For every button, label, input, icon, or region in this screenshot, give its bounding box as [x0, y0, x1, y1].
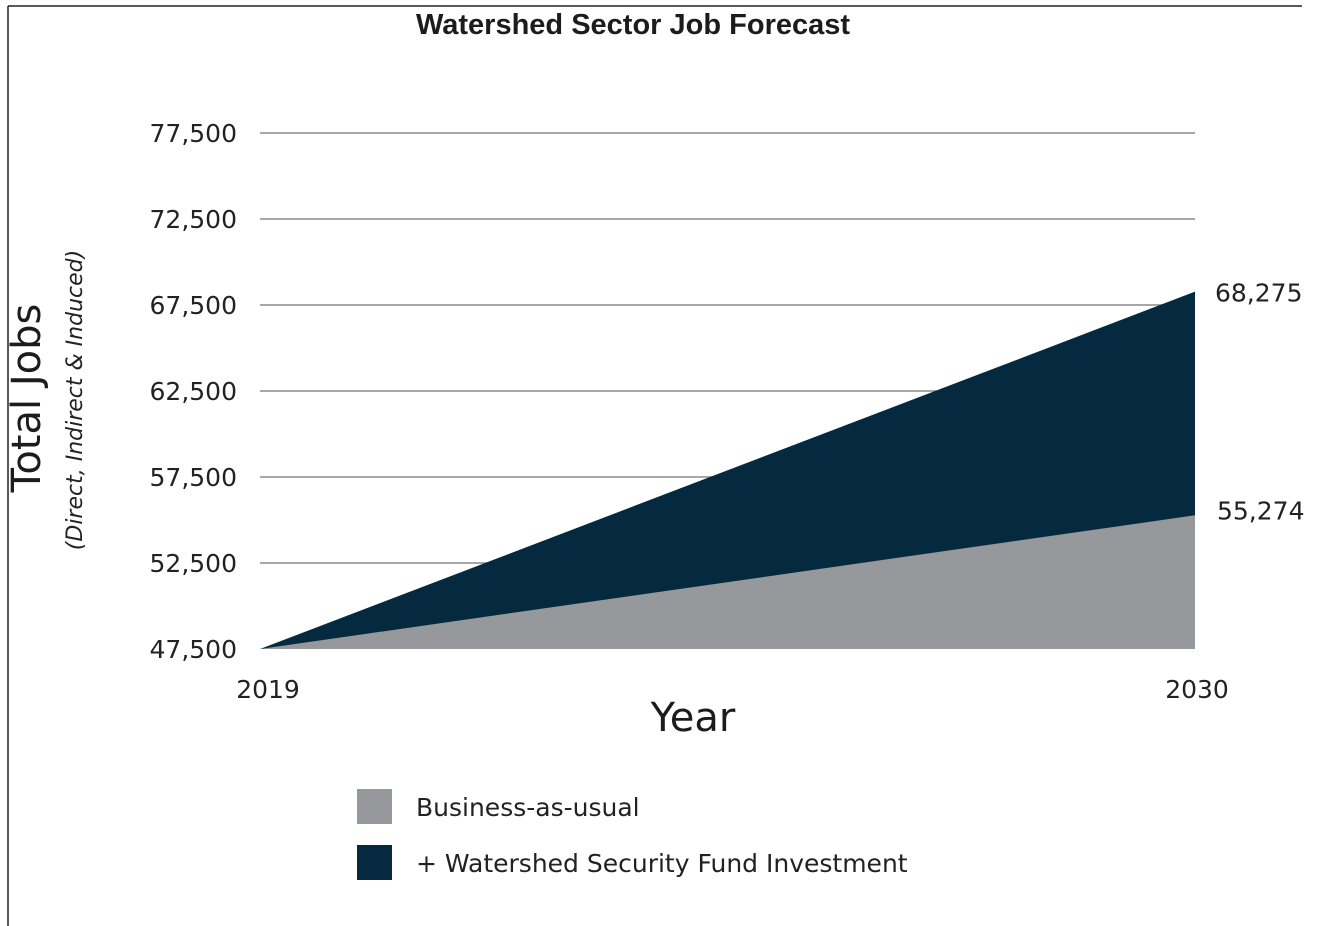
legend-label-business-as-usual: Business-as-usual	[416, 793, 640, 822]
legend-swatch-investment	[357, 845, 392, 880]
y-axis-ticks: 47,500 52,500 57,500 62,500 67,500 72,500 77,5…	[150, 119, 237, 664]
legend-swatch-business-as-usual	[357, 789, 392, 824]
y-tick-label-77500: 77,500	[150, 119, 237, 148]
y-tick-label-57500: 57,500	[150, 463, 237, 492]
data-label-business-as-usual-2030: 55,274	[1217, 496, 1304, 525]
chart-title: Watershed Sector Job Forecast	[416, 9, 850, 41]
data-label-investment-2030: 68,275	[1215, 279, 1302, 308]
y-tick-label-67500: 67,500	[150, 291, 237, 320]
legend-label-investment: + Watershed Security Fund Investment	[416, 849, 908, 878]
y-axis-subtitle: (Direct, Indirect & Induced)	[63, 250, 88, 550]
y-tick-label-62500: 62,500	[150, 377, 237, 406]
x-axis-title: Year	[650, 695, 736, 741]
legend: Business-as-usual + Watershed Security F…	[357, 789, 908, 880]
series-area-business-as-usual	[260, 515, 1195, 649]
y-tick-label-72500: 72,500	[150, 205, 237, 234]
x-tick-label-2019: 2019	[236, 675, 300, 704]
y-tick-label-52500: 52,500	[150, 549, 237, 578]
y-tick-label-47500: 47,500	[150, 635, 237, 664]
y-axis-title: Total Jobs	[4, 304, 50, 494]
x-tick-label-2030: 2030	[1165, 675, 1229, 704]
